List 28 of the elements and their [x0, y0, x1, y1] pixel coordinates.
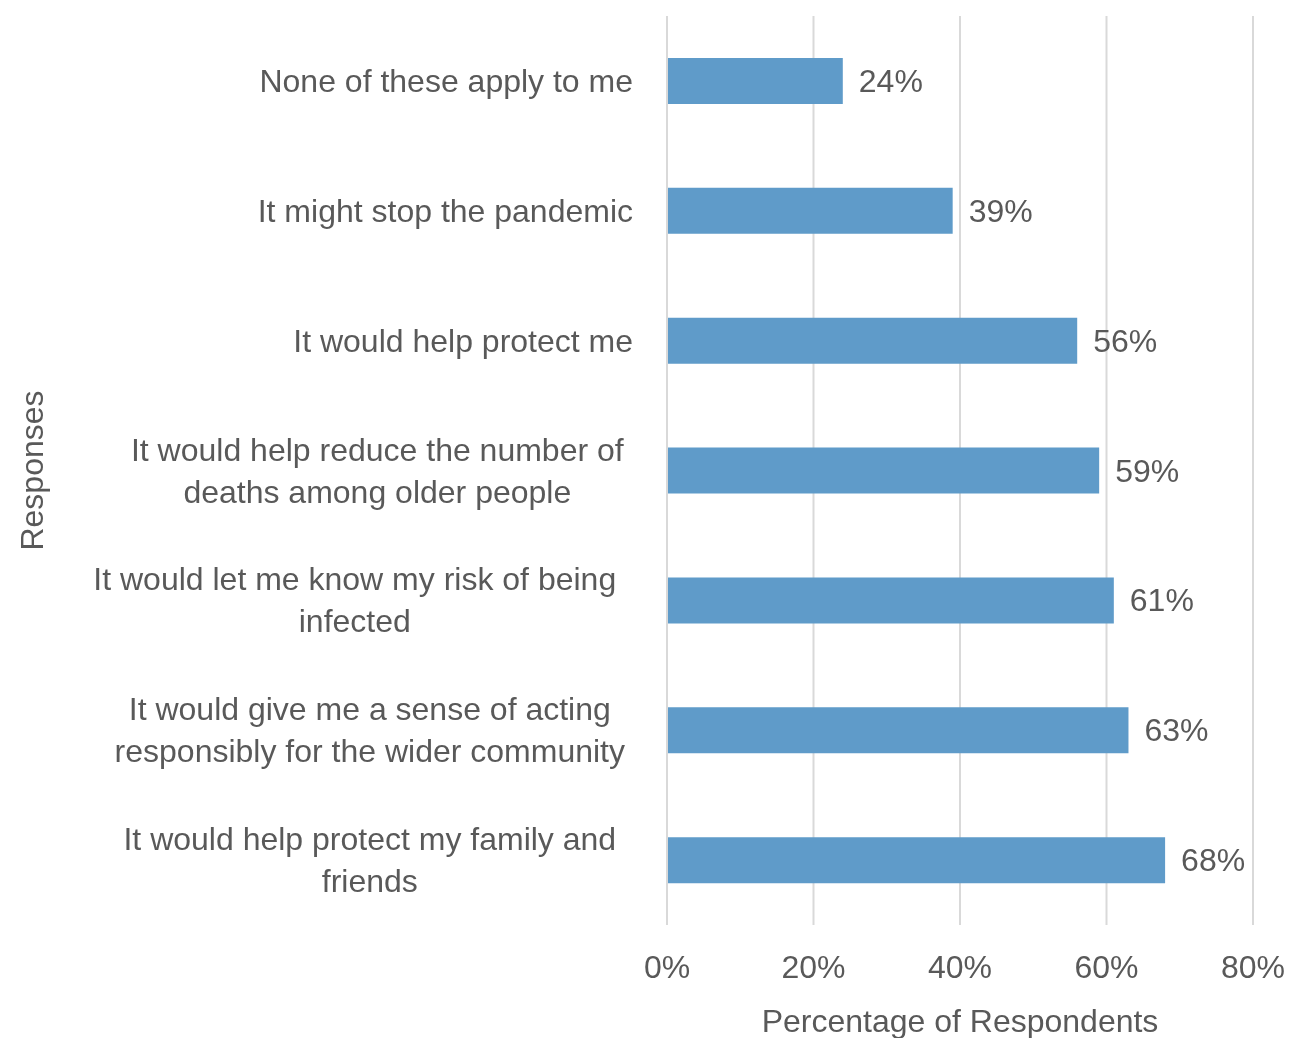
y-tick-label: It would give me a sense of acting responsibly for the wider community: [114, 691, 626, 770]
y-axis-title: Responses: [14, 390, 51, 551]
y-tick-label: It would help protect me: [293, 322, 633, 359]
data-label: 56%: [1093, 322, 1158, 359]
y-tick-label: It would help reduce the number of deaths among older people: [130, 431, 624, 510]
x-tick-label: 20%: [781, 948, 846, 985]
data-label: 39%: [968, 192, 1033, 229]
y-tick-label: None of these apply to me: [259, 62, 633, 99]
data-label: 63%: [1144, 712, 1209, 749]
data-label: 59%: [1115, 452, 1180, 489]
x-tick-label: 40%: [927, 948, 993, 985]
bar: [667, 707, 1129, 754]
x-tick-label: 60%: [1074, 948, 1139, 985]
x-tick-label: 80%: [1220, 948, 1286, 985]
bar: [667, 837, 1166, 884]
bar: [667, 187, 953, 234]
bar: [667, 577, 1114, 624]
x-tick-label: 0%: [643, 948, 691, 985]
bar: [667, 58, 843, 104]
data-label: 24%: [858, 63, 923, 99]
bar: [667, 447, 1100, 494]
bar: [667, 317, 1078, 364]
y-tick-label: It would let me know my risk of being infected: [93, 561, 617, 640]
data-label: 61%: [1129, 582, 1194, 619]
y-tick-label: It would help protect my family and friends: [123, 821, 617, 900]
data-label: 68%: [1181, 842, 1246, 879]
x-axis-title: Percentage of Respondents: [761, 1003, 1159, 1039]
y-tick-label: It might stop the pandemic: [257, 192, 633, 229]
